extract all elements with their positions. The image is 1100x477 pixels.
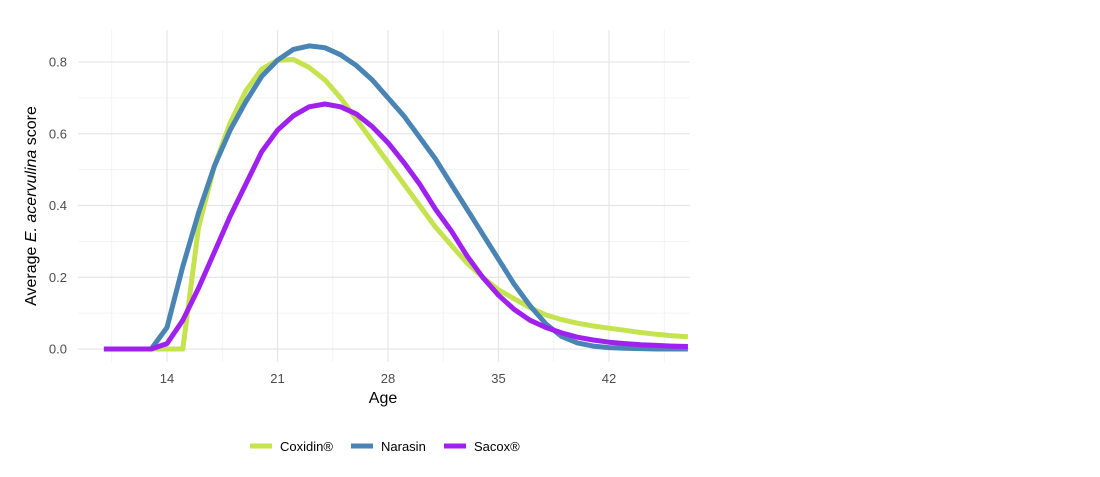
series-line-narasin	[103, 43, 688, 352]
x-tick-label: 42	[602, 371, 616, 386]
legend-item: Sacox®	[444, 439, 520, 454]
legend-item: Narasin	[351, 439, 426, 454]
y-tick-label: 0.0	[49, 342, 67, 357]
y-axis-label: Average E. acervulina score	[23, 106, 40, 306]
tick-labels: 14 21 28 35 42 0.0 0.2 0.4 0.6 0.8	[49, 55, 616, 387]
y-tick-label: 0.4	[49, 198, 67, 213]
grid	[78, 30, 690, 362]
y-axis-label-species: E. acervulina	[23, 150, 40, 243]
legend-label: Sacox®	[474, 439, 520, 454]
legend: Coxidin® Narasin Sacox®	[250, 439, 520, 454]
legend-label: Coxidin®	[280, 439, 333, 454]
x-tick-label: 14	[160, 371, 174, 386]
y-tick-label: 0.2	[49, 270, 67, 285]
legend-label: Narasin	[381, 439, 426, 454]
x-tick-label: 21	[270, 371, 284, 386]
x-axis-label: Age	[369, 390, 398, 407]
y-tick-label: 0.6	[49, 126, 67, 141]
legend-item: Coxidin®	[250, 439, 333, 454]
y-axis-label-prefix: Average	[23, 242, 40, 306]
series-line-sacox	[103, 101, 688, 352]
x-tick-label: 28	[381, 371, 395, 386]
series-line-coxidin	[103, 57, 689, 352]
y-tick-label: 0.8	[49, 55, 67, 70]
series-lines	[103, 43, 689, 352]
x-tick-label: 35	[491, 371, 505, 386]
y-axis-label-suffix: score	[23, 106, 40, 150]
